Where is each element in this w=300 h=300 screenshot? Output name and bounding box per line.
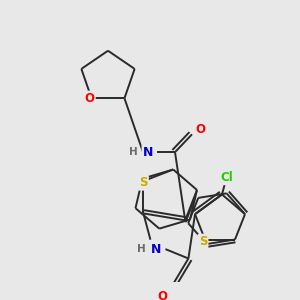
Text: O: O [85, 92, 94, 105]
Text: O: O [158, 290, 167, 300]
Text: H: H [129, 147, 137, 157]
Text: N: N [143, 146, 153, 159]
Text: H: H [137, 244, 146, 254]
Text: S: S [199, 235, 207, 248]
Text: O: O [195, 123, 205, 136]
Text: Cl: Cl [220, 171, 233, 184]
Text: N: N [151, 243, 162, 256]
Text: S: S [139, 176, 148, 190]
